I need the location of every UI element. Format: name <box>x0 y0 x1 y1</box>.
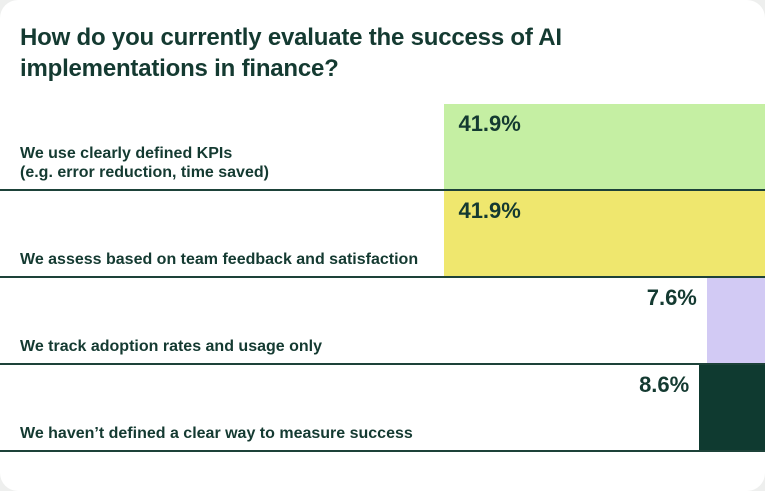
bar <box>444 191 765 276</box>
bar <box>699 365 765 450</box>
bar-row: 8.6% We haven’t defined a clear way to m… <box>0 365 765 452</box>
bar-row: 7.6% We track adoption rates and usage o… <box>0 278 765 365</box>
bar <box>706 278 765 363</box>
bar-chart: 41.9% We use clearly defined KPIs (e.g. … <box>0 104 765 452</box>
bar-row: 41.9% We use clearly defined KPIs (e.g. … <box>0 104 765 191</box>
bar <box>444 104 765 189</box>
bar-row: 41.9% We assess based on team feedback a… <box>0 191 765 278</box>
bar-category-label: We track adoption rates and usage only <box>20 338 322 355</box>
bar-value-label: 41.9% <box>458 198 521 223</box>
bar-category-label: We assess based on team feedback and sat… <box>20 251 419 268</box>
bar-category-label: We haven’t defined a clear way to measur… <box>20 425 413 442</box>
chart-title: How do you currently evaluate the succes… <box>20 24 562 82</box>
bar-category-label: We use clearly defined KPIs (e.g. error … <box>20 145 269 181</box>
bar-value-label: 41.9% <box>458 111 521 136</box>
bar-value-label: 8.6% <box>639 372 690 397</box>
bar-value-label: 7.6% <box>646 285 697 310</box>
